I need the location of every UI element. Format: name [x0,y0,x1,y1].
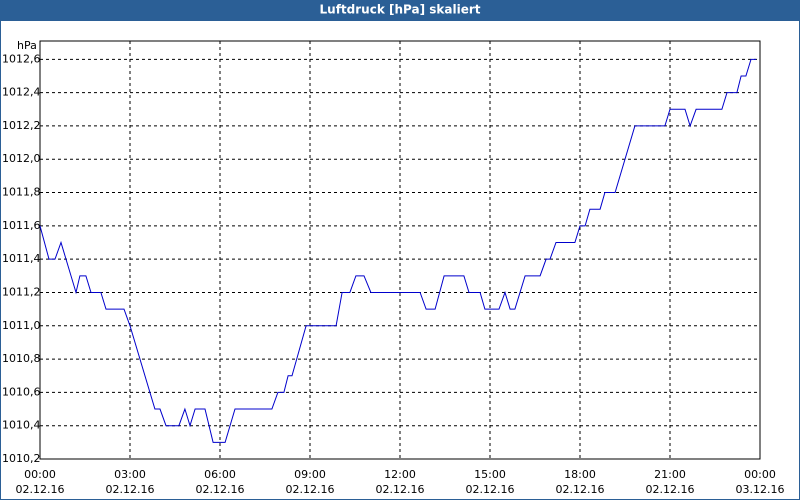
x-tick-date: 02.12.16 [466,483,515,496]
x-tick-date: 02.12.16 [646,483,695,496]
y-tick-label: 1010,4 [2,419,41,432]
x-tick-label: 21:00 [654,468,686,481]
plot-border [39,40,761,460]
x-tick-label: 18:00 [564,468,596,481]
y-tick-label: 1012,4 [2,86,41,99]
x-tick-date: 03.12.16 [736,483,785,496]
x-tick-date: 02.12.16 [16,483,65,496]
y-tick-label: 1011,4 [2,252,41,265]
y-tick-label: 1010,6 [2,385,41,398]
y-tick-label: 1011,2 [2,285,41,298]
x-tick-date: 02.12.16 [106,483,155,496]
x-tick-label: 15:00 [474,468,506,481]
title-bar [0,0,800,20]
x-tick-label: 09:00 [294,468,326,481]
x-tick-date: 02.12.16 [286,483,335,496]
x-tick-label: 03:00 [114,468,146,481]
x-tick-date: 02.12.16 [556,483,605,496]
data-line [39,58,757,443]
x-tick-label: 00:00 [744,468,776,481]
x-tick-date: 02.12.16 [196,483,245,496]
y-tick-label: 1011,8 [2,186,41,199]
y-tick-label: 1010,2 [2,452,41,465]
y-tick-label: 1011,0 [2,319,41,332]
y-tick-label: 1012,6 [2,52,41,65]
y-tick-label: 1012,0 [2,152,41,165]
x-tick-label: 00:00 [24,468,56,481]
x-tick-date: 02.12.16 [376,483,425,496]
chart-title: Luftdruck [hPa] skaliert [320,3,481,17]
y-tick-label: 1010,8 [2,352,41,365]
y-tick-label: 1012,2 [2,119,41,132]
x-tick-label: 06:00 [204,468,236,481]
y-tick-label: 1011,6 [2,219,41,232]
x-tick-label: 12:00 [384,468,416,481]
y-axis-unit: hPa [17,39,37,52]
